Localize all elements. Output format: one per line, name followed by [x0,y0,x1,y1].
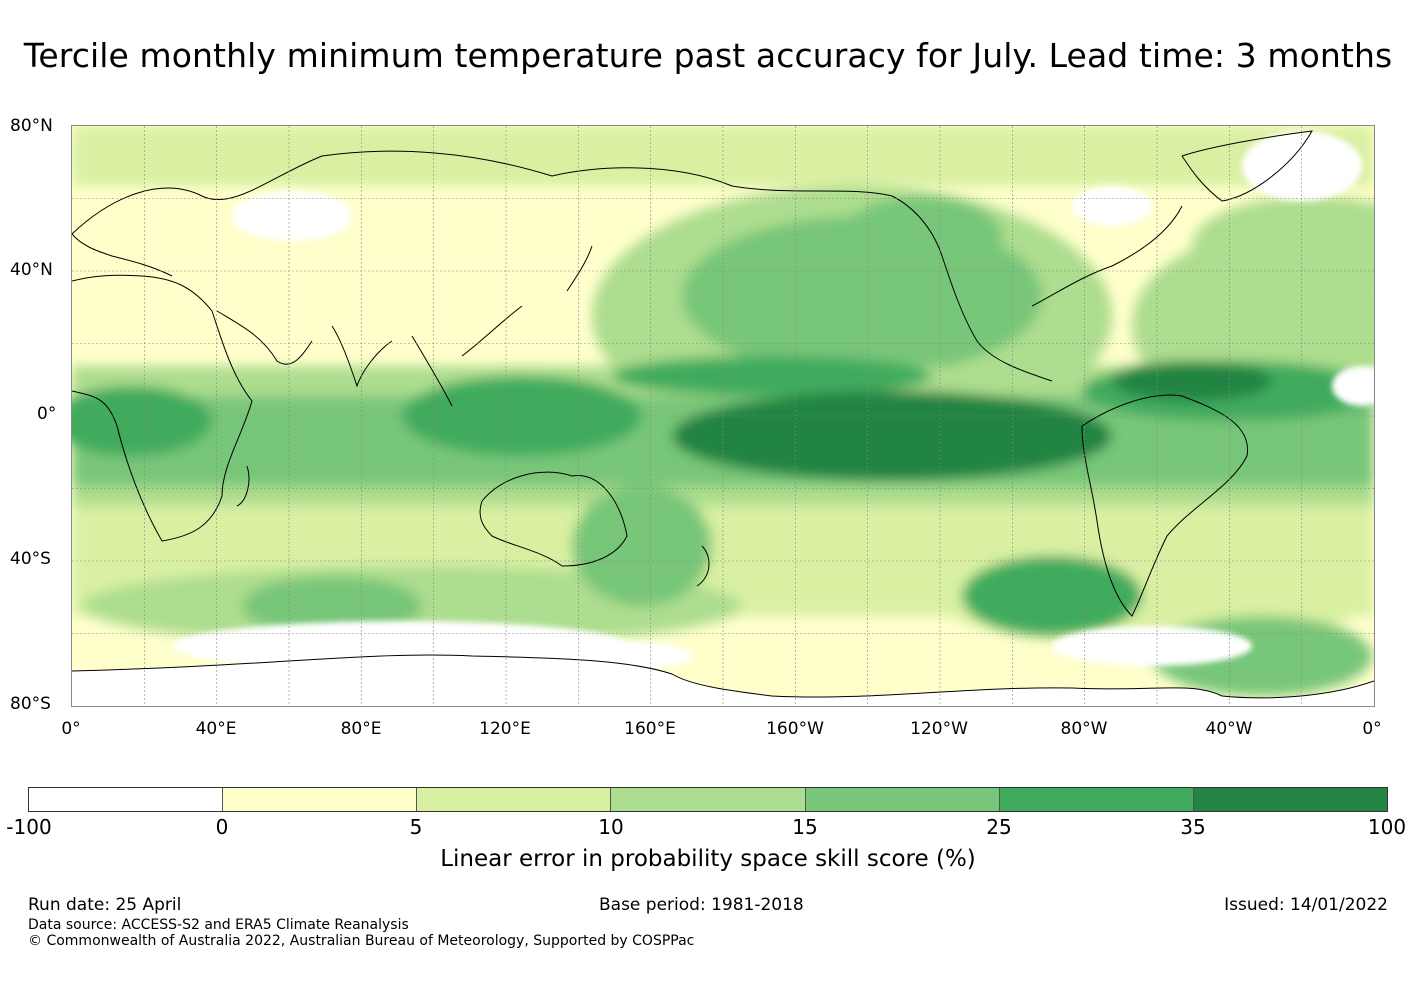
lon-label-40e: 40°E [195,719,237,739]
lon-label-120w: 120°W [910,719,968,739]
run-date: Run date: 25 April [28,895,182,915]
lon-label-80w: 80°W [1060,719,1108,739]
lat-label-80s: 80°S [10,694,51,714]
colorbar-segment-0-5 [223,788,418,811]
colorbar-tick-neg100: -100 [6,815,52,839]
lat-label-40s: 40°S [10,549,51,569]
lon-label-0-east: 0° [1362,719,1382,739]
colorbar-label: Linear error in probability space skill … [440,846,976,872]
lon-label-120e: 120°E [479,719,531,739]
colorbar-segment-5-10 [417,788,612,811]
issued-date: Issued: 14/01/2022 [1224,895,1388,915]
skill-score-map [71,125,1375,707]
colorbar-tick-15: 15 [792,815,818,839]
colorbar [28,787,1388,812]
lat-label-equator: 0° [37,404,57,424]
colorbar-tick-25: 25 [986,815,1012,839]
antarctica-region [72,654,1374,706]
colorbar-tick-35: 35 [1180,815,1206,839]
skill-score-map-canvas [72,126,1374,706]
copyright: © Commonwealth of Australia 2022, Austra… [28,933,695,949]
colorbar-segment-25-35 [999,788,1194,811]
colorbar-tick-0: 0 [215,815,229,839]
colorbar-tick-5: 5 [409,815,423,839]
colorbar-tick-100: 100 [1367,815,1407,839]
map-title: Tercile monthly minimum temperature past… [23,36,1393,75]
lat-label-80n: 80°N [10,116,53,136]
base-period: Base period: 1981-2018 [599,895,804,915]
lon-label-160e: 160°E [624,719,676,739]
lon-label-160w: 160°W [766,719,824,739]
lon-label-0: 0° [61,719,81,739]
colorbar-segment-15-25 [805,788,1000,811]
coastlines [72,130,1374,699]
lon-label-40w: 40°W [1205,719,1253,739]
colorbar-segment-10-15 [611,788,806,811]
gridlines [72,126,1374,706]
data-source: Data source: ACCESS-S2 and ERA5 Climate … [28,917,409,933]
colorbar-segment-neg100-0 [29,788,224,811]
colorbar-segment-35-100 [1193,788,1387,811]
lon-label-80e: 80°E [340,719,382,739]
colorbar-tick-10: 10 [598,815,624,839]
lat-label-40n: 40°N [10,260,53,280]
